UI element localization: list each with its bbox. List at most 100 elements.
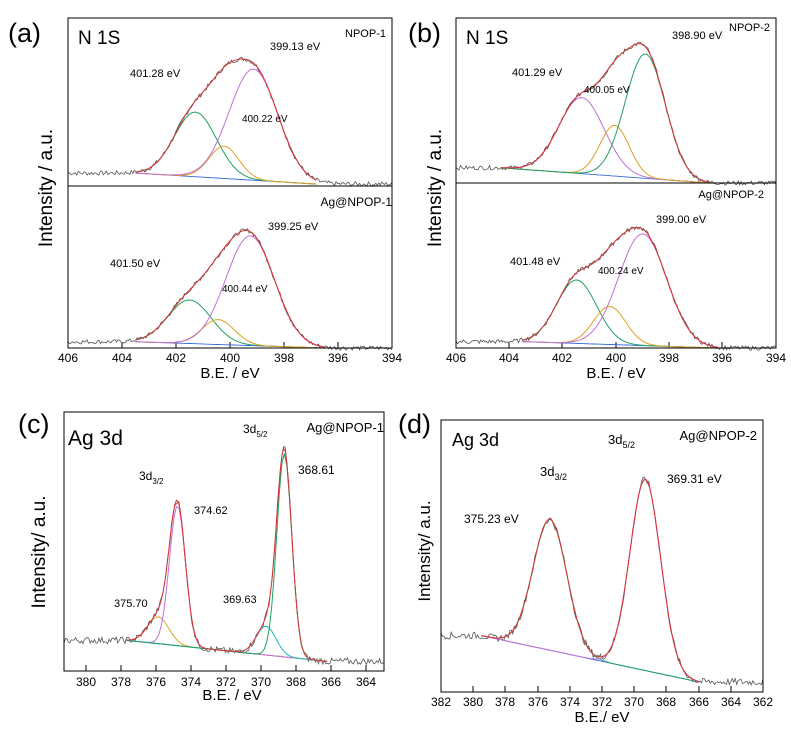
panel-d-xtick-362: 362: [753, 695, 773, 709]
subplot-a2-peak-label-2: 399.25 eV: [268, 221, 319, 233]
panel-c-xticks: [85, 665, 367, 671]
raw-spectrum: [63, 446, 385, 666]
panel-c-xlabel: B.E. / eV: [202, 687, 261, 704]
panel-d-xtick-378: 378: [495, 695, 515, 709]
panel-c-ylabel: Intensity/ a.u.: [29, 495, 50, 608]
fit-envelope: [501, 43, 710, 183]
subplot-c1-sample: Ag@NPOP-1: [307, 420, 385, 435]
panel-b: (b) Intensity / a.u. B.E. / eV 406 404 4…: [408, 17, 786, 382]
subplot-a2-sample: Ag@NPOP-1: [320, 195, 392, 209]
panel-a-xlabel: B.E. / eV: [200, 365, 259, 382]
panel-a-xtick-402: 402: [166, 351, 186, 365]
subplot-b2-peak-label-1: 400.24 eV: [598, 266, 644, 277]
panel-label-c: (c): [18, 409, 49, 439]
panel-d-ylabel: Intensity/ a.u.: [415, 500, 434, 601]
subplot-b1-tag: N 1S: [466, 28, 508, 49]
panel-a-xtick-396: 396: [328, 351, 348, 365]
subplot-a1-tag: N 1S: [78, 28, 120, 49]
panel-a: (a) Intensity / a.u. B.E. / eV 406 404 4…: [8, 17, 402, 382]
panel-b-xticklabels: 406 404 402 400 398 396 394: [446, 351, 786, 365]
panel-d-xtick-374: 374: [560, 695, 580, 709]
fit-envelope: [522, 226, 718, 348]
subplot-c1-peak-label-0: 375.70: [114, 598, 148, 610]
fit-peak-0: [135, 111, 317, 185]
panel-d-xtick-376: 376: [528, 695, 548, 709]
subplot-b1-peak-label-1: 400.05 eV: [584, 85, 630, 96]
panel-a-xtick-398: 398: [274, 351, 294, 365]
panel-label-d: (d): [398, 409, 431, 439]
subplot-c1-annot-0: 3d3/2: [139, 469, 164, 486]
subplot-c1-peak-label-1: 374.62: [194, 505, 228, 517]
fit-peak-2: [135, 68, 317, 181]
panel-b-xtick-396: 396: [712, 351, 732, 365]
panel-c: (c) Intensity/ a.u. B.E. / eV 380 378 37…: [18, 409, 385, 704]
subplot-b2-sample: Ag@NPOP-2: [698, 189, 764, 201]
fit-envelope: [135, 229, 325, 348]
panel-c-xtick-368: 368: [286, 675, 306, 689]
raw-spectrum: [440, 476, 764, 686]
panel-a-frame: [67, 17, 393, 349]
subplot-c1-annot-1-sub: 5/2: [256, 430, 268, 439]
subplot-a1-peak-label-0: 401.28 eV: [130, 68, 181, 80]
fit-peak-2: [522, 233, 718, 348]
panel-b-xtick-400: 400: [606, 351, 626, 365]
subplot-c1-annot-0-sub: 3/2: [152, 477, 164, 486]
subplot-d1-annot-1-sub: 5/2: [622, 440, 635, 450]
subplot-c1: Ag 3d Ag@NPOP-1 375.70 374.62 369.63 368…: [63, 420, 385, 666]
subplot-c1-annot-0-main: 3d: [139, 469, 152, 483]
panel-b-xtick-406: 406: [446, 351, 466, 365]
panel-d-xtick-382: 382: [431, 695, 451, 709]
panel-c-xtick-380: 380: [76, 675, 96, 689]
panel-b-xtick-398: 398: [659, 351, 679, 365]
subplot-b1: N 1S NPOP-2 401.29 eV 400.05 eV 398.90 e…: [455, 22, 777, 186]
subplot-a2-peak-label-0: 401.50 eV: [110, 258, 161, 270]
panel-c-xtick-378: 378: [111, 675, 131, 689]
subplot-d1-curves: [440, 476, 764, 686]
subplot-d1-annot-1: 3d5/2: [608, 432, 635, 450]
subplot-d1-sample: Ag@NPOP-2: [680, 428, 758, 443]
subplot-a2: Ag@NPOP-1 401.50 eV 400.44 eV 399.25 eV: [67, 195, 393, 351]
subplot-c1-peak-label-3: 368.61: [298, 463, 335, 477]
subplot-b2-curves: [455, 226, 777, 351]
fit-envelope: [481, 478, 699, 682]
subplot-a1-peak-label-1: 400.22 eV: [242, 114, 288, 125]
panel-d-xlabel: B.E./ eV: [574, 709, 629, 726]
panel-d-xticks: [440, 686, 764, 692]
subplot-a1-curves: [67, 56, 393, 187]
panel-c-xtick-376: 376: [146, 675, 166, 689]
panel-a-xticklabels: 406 404 402 400 398 396 394: [58, 351, 402, 365]
subplot-b1-curves: [455, 41, 777, 186]
subplot-c1-annot-1-main: 3d: [243, 422, 256, 436]
fit-envelope: [135, 58, 317, 181]
subplot-b1-sample: NPOP-2: [729, 22, 770, 34]
subplot-d1-annot-1-main: 3d: [608, 432, 622, 447]
panel-d-frame: [440, 419, 764, 693]
raw-spectrum: [67, 56, 393, 187]
panel-d-xtick-370: 370: [624, 695, 644, 709]
panel-c-frame: [63, 411, 385, 672]
panel-c-xticklabels: 380 378 376 374 372 370 368 366 364: [76, 675, 376, 689]
panel-c-xtick-372: 372: [216, 675, 236, 689]
panel-a-xtick-406: 406: [58, 351, 78, 365]
panel-d: (d) Intensity/ a.u. B.E./ eV 382 380 378…: [398, 409, 773, 726]
panel-d-xtick-364: 364: [721, 695, 741, 709]
subplot-a1: N 1S NPOP-1 401.28 eV 400.22 eV 399.13 e…: [67, 28, 393, 187]
subplot-d1-tag: Ag 3d: [452, 430, 499, 450]
subplot-a2-curves: [67, 227, 393, 351]
panel-d-xticklabels: 382 380 378 376 374 372 370 368 366 364 …: [431, 695, 773, 709]
panel-d-xtick-366: 366: [689, 695, 709, 709]
panel-c-xtick-366: 366: [321, 675, 341, 689]
subplot-b2-peak-label-0: 401.48 eV: [510, 256, 561, 268]
panel-a-xtick-404: 404: [112, 351, 132, 365]
panel-d-xtick-372: 372: [592, 695, 612, 709]
subplot-c1-tag: Ag 3d: [68, 427, 123, 450]
panel-b-ylabel: Intensity / a.u.: [425, 129, 446, 247]
panel-c-xtick-364: 364: [356, 675, 376, 689]
panel-a-xtick-400: 400: [220, 351, 240, 365]
panel-a-xtick-394: 394: [382, 351, 402, 365]
panel-b-xlabel: B.E. / eV: [586, 365, 645, 382]
panel-b-xtick-394: 394: [766, 351, 786, 365]
panel-c-xtick-374: 374: [181, 675, 201, 689]
subplot-d1-peak-label-0: 375.23 eV: [464, 512, 519, 526]
